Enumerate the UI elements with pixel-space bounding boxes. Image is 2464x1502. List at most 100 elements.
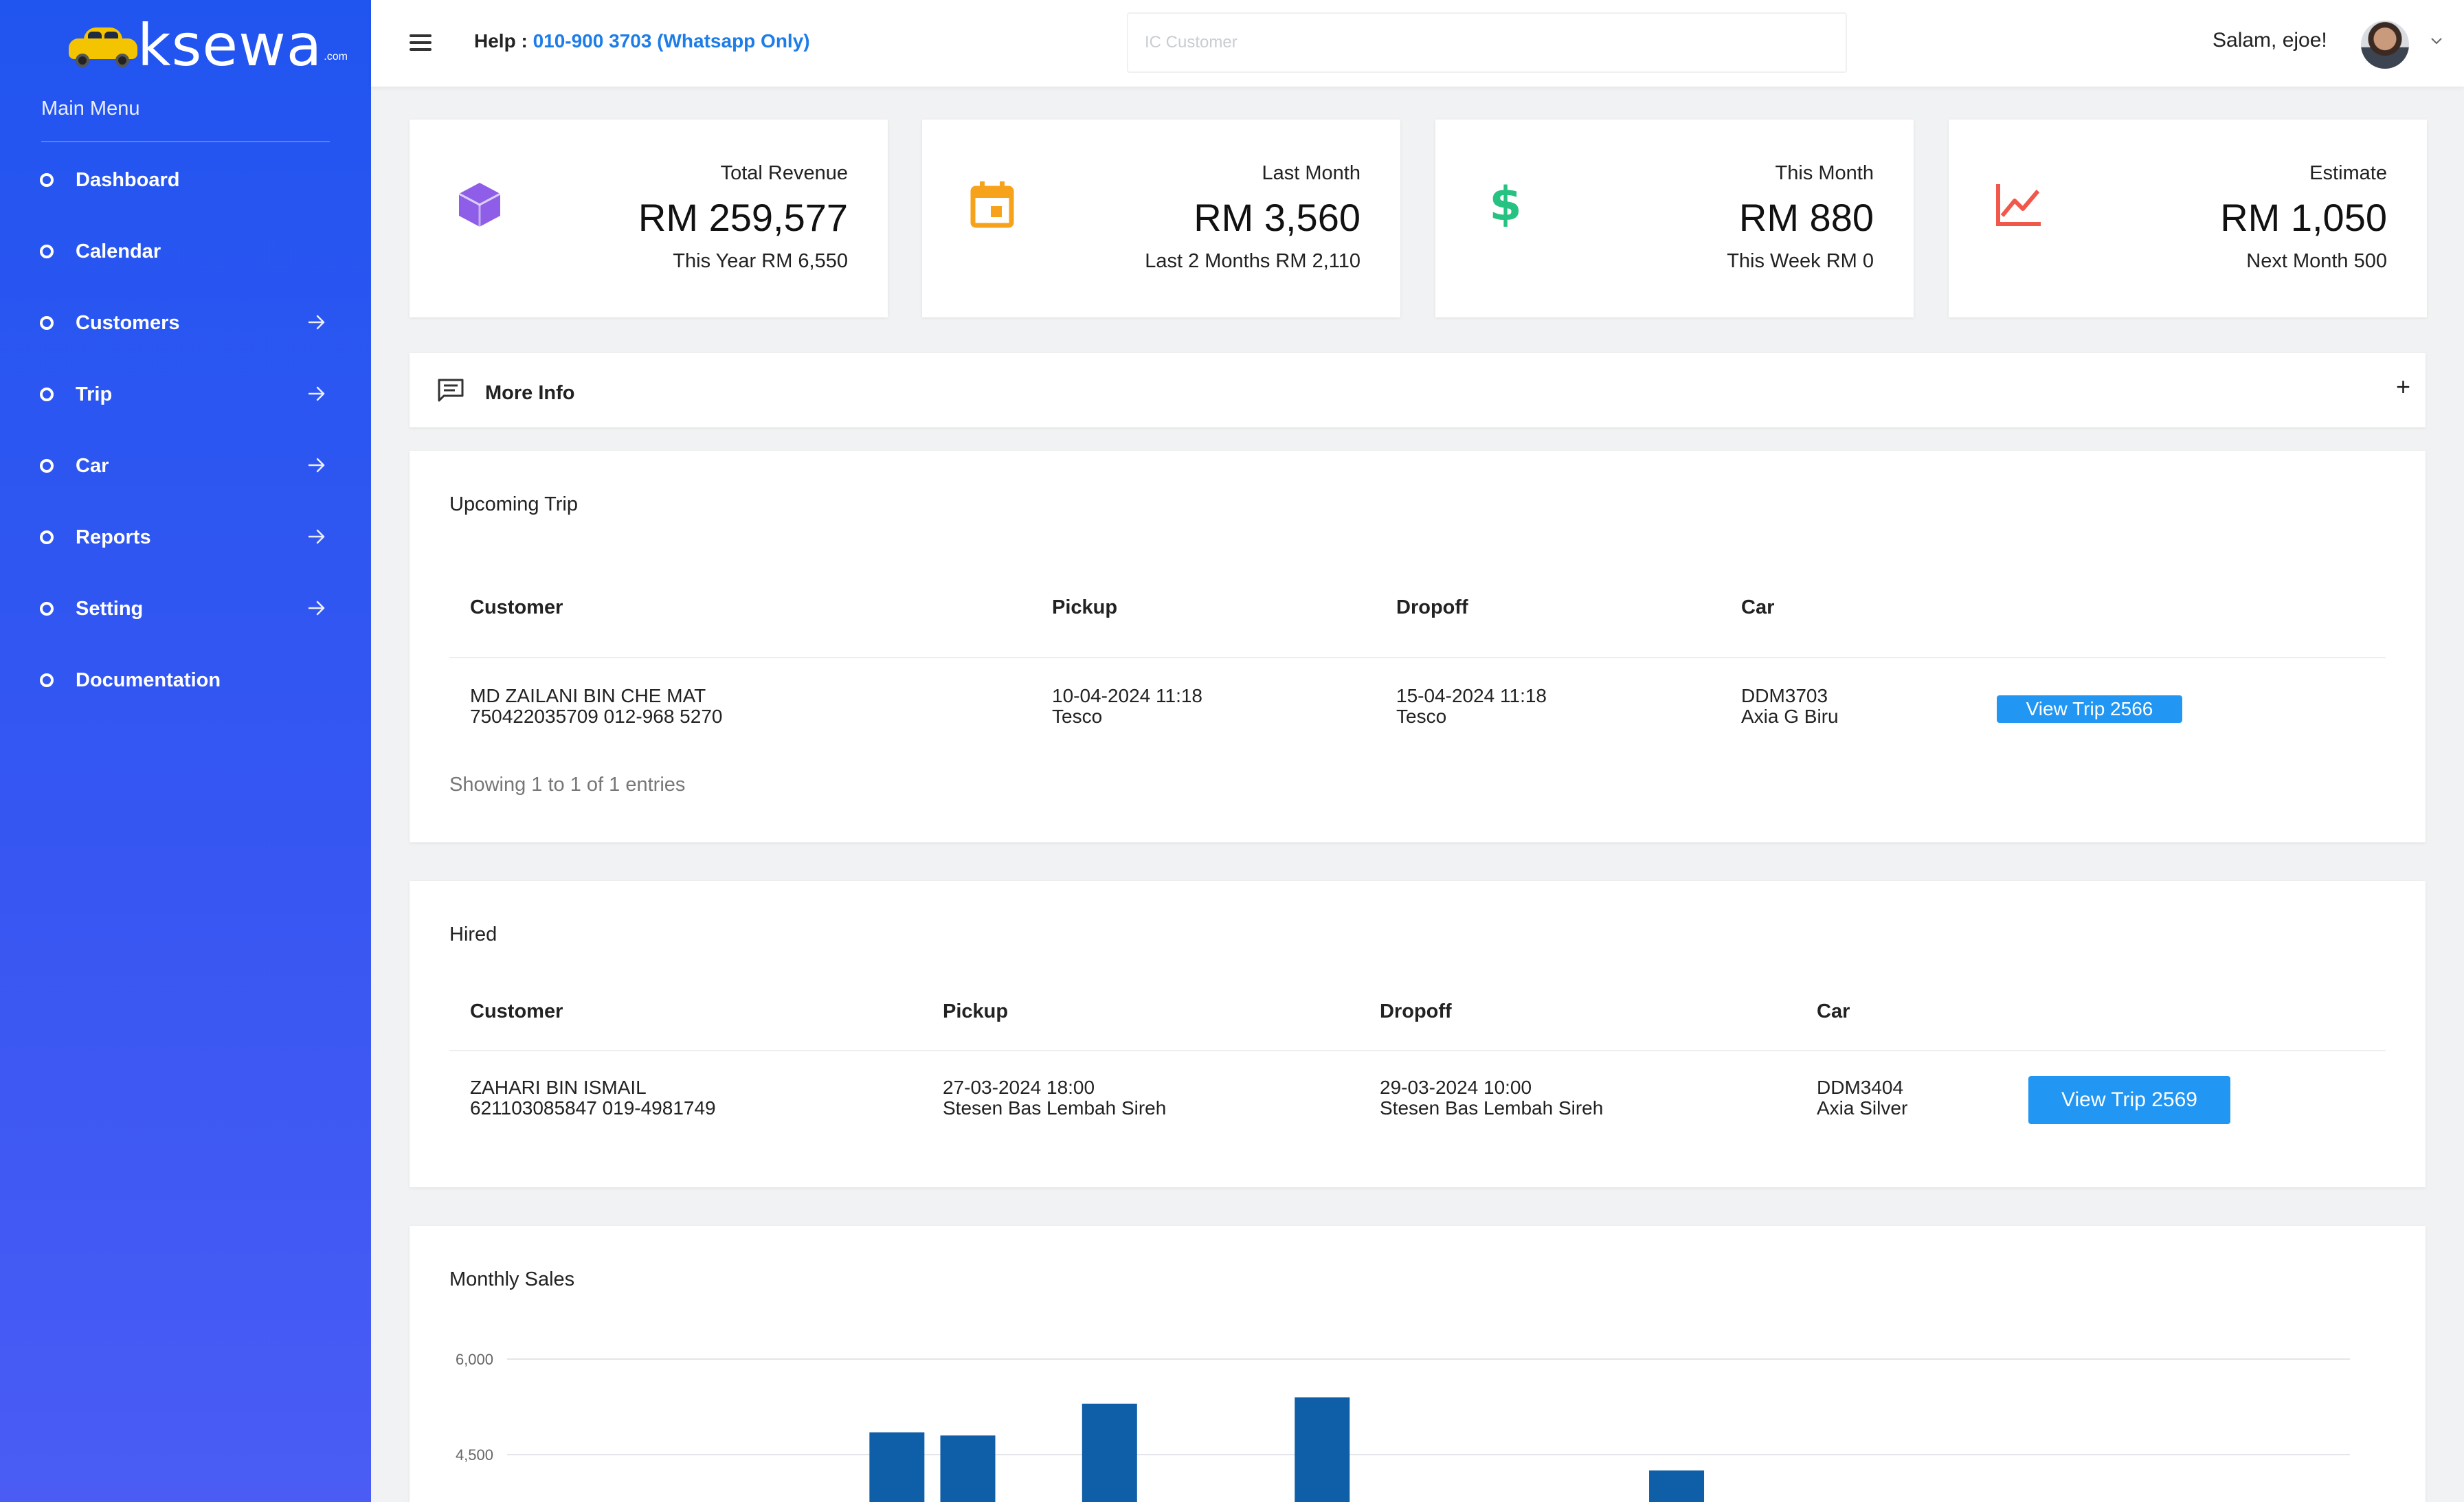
pickup-cell: 10-04-2024 11:18 Tesco [1052,686,1202,727]
sidebar-item-setting[interactable]: Setting [0,573,371,644]
arrow-right-icon [308,386,325,401]
sidebar-item-car[interactable]: Car [0,430,371,502]
table-divider [449,1050,2386,1051]
dropoff-cell: 29-03-2024 10:00 Stesen Bas Lembah Sireh [1380,1077,1603,1119]
hired-header-pickup: Pickup [943,1000,1009,1022]
hamburger-menu-icon[interactable] [410,34,432,51]
more-info-label: More Info [485,382,575,404]
y-tick-label: 4,500 [456,1446,493,1464]
car-model: Axia G Biru [1741,706,1839,727]
customer-name: MD ZAILANI BIN CHE MAT [470,685,706,706]
arrow-right-icon [308,601,325,616]
dropoff-cell: 15-04-2024 11:18 Tesco [1396,686,1547,727]
sidebar-item-label: Car [76,454,109,477]
car-cell: DDM3703 Axia G Biru [1741,686,1839,727]
message-icon [438,379,464,402]
sidebar-item-label: Customers [76,311,180,334]
table-divider [449,657,2386,658]
car-plate: DDM3404 [1817,1077,1904,1098]
monthly-sales-title: Monthly Sales [449,1268,575,1290]
arrow-right-icon [308,315,325,330]
stat-value: RM 259,577 [638,196,848,239]
view-trip-2569-button[interactable]: View Trip 2569 [2028,1076,2230,1124]
car-plate: DDM3703 [1741,685,1828,706]
sidebar-item-documentation[interactable]: Documentation [0,644,371,716]
circle-bullet-icon [40,530,54,544]
pickup-date: 10-04-2024 11:18 [1052,685,1202,706]
arrow-right-icon [308,458,325,473]
monthly-sales-chart: 6,000 4,500 [456,1351,2350,1502]
sidebar-item-label: Dashboard [76,168,180,191]
topbar: Help : 010-900 3703 (Whatsapp Only) Sala… [371,0,2464,87]
sidebar-item-label: Trip [76,383,113,405]
customer-cell: ZAHARI BIN ISMAIL 621103085847 019-49817… [470,1077,716,1119]
user-greeting[interactable]: Salam, ejoe! [2213,29,2327,52]
sales-bar[interactable] [1649,1470,1705,1502]
hired-header-dropoff: Dropoff [1380,1000,1452,1022]
stat-value: RM 3,560 [1194,196,1360,239]
help-label: Help : [474,30,533,52]
sidebar-item-calendar[interactable]: Calendar [0,216,371,287]
entries-info: Showing 1 to 1 of 1 entries [449,774,686,796]
monthly-sales-panel: Monthly Sales 6,000 4,500 [410,1226,2426,1502]
upcoming-header-dropoff: Dropoff [1396,596,1468,618]
upcoming-trip-panel: Upcoming Trip Customer Pickup Dropoff Ca… [410,451,2426,842]
sidebar-menu: Dashboard Calendar Customers Trip Car Reports… [0,144,371,716]
sidebar-item-reports[interactable]: Reports [0,502,371,573]
sales-bar[interactable] [1082,1403,1137,1502]
hired-header-car: Car [1817,1000,1850,1022]
more-info-expand-button[interactable]: + [2395,372,2410,401]
pickup-cell: 27-03-2024 18:00 Stesen Bas Lembah Sireh [943,1077,1166,1119]
sidebar-item-trip[interactable]: Trip [0,359,371,430]
customer-name: ZAHARI BIN ISMAIL [470,1077,647,1098]
pickup-place: Stesen Bas Lembah Sireh [943,1097,1167,1119]
car-cell: DDM3404 Axia Silver [1817,1077,1907,1119]
pickup-date: 27-03-2024 18:00 [943,1077,1095,1098]
user-avatar[interactable] [2361,21,2409,69]
hired-panel: Hired Customer Pickup Dropoff Car ZAHARI… [410,881,2426,1187]
dropoff-date: 15-04-2024 11:18 [1396,685,1547,706]
sidebar-item-label: Reports [76,526,151,548]
stat-title: Last Month [1262,162,1360,184]
chevron-down-icon[interactable] [2430,34,2443,48]
customer-ic-phone: 621103085847 019-4981749 [470,1097,716,1119]
circle-bullet-icon [40,673,54,687]
stat-card-last-month: Last Month RM 3,560 Last 2 Months RM 2,110 [922,120,1400,317]
ic-customer-search-input[interactable] [1127,12,1847,73]
svg-text:$: $ [1489,177,1521,232]
hired-title: Hired [449,923,497,945]
stat-subtext: This Week RM 0 [1727,250,1874,272]
brand-suffix: .com [324,51,348,63]
brand-name: ksewa [137,12,323,79]
more-info-panel: More Info + [410,353,2426,427]
upcoming-header-customer: Customer [470,596,563,618]
stat-title: Estimate [2309,162,2387,184]
upcoming-header-car: Car [1741,596,1775,618]
sales-bar[interactable] [1295,1397,1350,1502]
stat-value: RM 880 [1738,196,1874,239]
hired-header-customer: Customer [470,1000,563,1022]
customer-cell: MD ZAILANI BIN CHE MAT 750422035709 012-… [470,686,722,727]
dropoff-place: Tesco [1396,706,1447,727]
pickup-place: Tesco [1052,706,1103,727]
car-model: Axia Silver [1817,1097,1908,1119]
calendar-icon [965,177,1020,232]
sidebar-item-label: Documentation [76,669,221,691]
arrow-right-icon [308,529,325,544]
stat-title: This Month [1775,162,1874,184]
sidebar-item-label: Setting [76,597,144,620]
stat-subtext: Next Month 500 [2246,250,2387,272]
sidebar-item-dashboard[interactable]: Dashboard [0,144,371,216]
stat-subtext: Last 2 Months RM 2,110 [1145,250,1360,272]
line-chart-icon [1991,177,2046,232]
dropoff-date: 29-03-2024 10:00 [1380,1077,1532,1098]
sales-bar[interactable] [940,1435,996,1502]
menu-divider [41,141,330,142]
view-trip-2566-button[interactable]: View Trip 2566 [1997,695,2182,723]
brand-logo[interactable]: ksewa .com [69,12,348,79]
main-menu-title: Main Menu [41,98,140,120]
stat-card-total-revenue: Total Revenue RM 259,577 This Year RM 6,55… [410,120,888,317]
sidebar-item-customers[interactable]: Customers [0,287,371,359]
sales-bar[interactable] [869,1432,925,1502]
help-phone-link[interactable]: 010-900 3703 (Whatsapp Only) [533,30,810,52]
